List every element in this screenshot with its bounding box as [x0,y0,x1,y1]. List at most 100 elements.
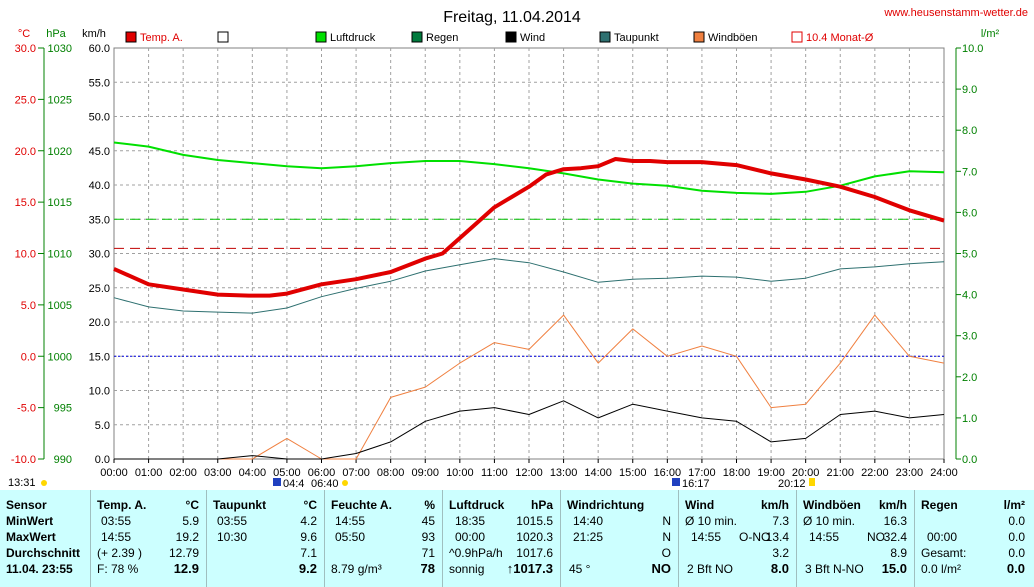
legend-swatch [315,31,327,43]
col-rain: Regen l/m² 00:00 0.0 Gesamt: 0.0 0.0 0.0… [914,490,1031,587]
rain-tick-label: 7.0 [962,166,977,178]
gust-max-direction: NO [867,530,885,544]
dewpoint-line [113,258,945,314]
press-header: Luftdruck [449,498,505,512]
wind-unit-label: km/h [82,28,106,40]
legend-label: Taupunkt [614,32,659,44]
legend-label: Temp. A. [140,32,183,44]
series-layer [113,141,945,460]
time-tick-label: 11:00 [481,467,508,479]
time-tick-label: 17:00 [688,467,716,479]
legend-item: Windböen [693,31,758,44]
pressure-line [113,141,945,195]
time-tick-label: 16:00 [654,467,682,479]
wind-tick-label: 25.0 [89,283,110,295]
site-link[interactable]: www.heusenstamm-wetter.de [883,7,1028,19]
temp-current-value: 12.9 [173,561,199,576]
rain-header: Regen [921,498,958,512]
wdir-avg-value: O [661,546,671,560]
wind-tick-label: 50.0 [89,112,110,124]
noon-icon [672,478,680,486]
rain-current-value: 0.0 [1006,561,1025,576]
row-max-label: MaxWert [6,530,56,544]
legend: Temp. A. Luftdruck Regen Wind Taupunkt Windbö… [125,31,874,44]
temp-tick-label: -10.0 [11,454,36,466]
row-current-date: 11.04. 23:55 [6,562,73,576]
time-tick-label: 23:00 [896,467,924,479]
time-tick-label: 14:00 [584,467,612,479]
dew-current-value: 9.2 [298,561,317,576]
chart-title: Freitag, 11.04.2014 [443,9,581,26]
left-time-label: 13:31 [8,477,36,489]
temp-header: Temp. A. [97,498,147,512]
rain-total-value: 0.0 [1008,546,1025,560]
legend-item: Temp. A. [125,31,183,44]
sensor-header: Sensor [6,498,47,512]
rain-tick-label: 9.0 [962,84,977,96]
weather-chart: Freitag, 11.04.2014 www.heusenstamm-wett… [8,7,1028,490]
col-gust: Windböen km/h Ø 10 min. 16.3 14:55 NO 32… [796,490,913,587]
legend-label: Wind [520,32,545,44]
time-tick-label: 19:00 [757,467,785,479]
col-dewpoint: Taupunkt °C 03:55 4.2 10:30 9.6 7.1 9.2 [206,490,323,587]
time-tick-label: 02:00 [169,467,197,479]
wind-tick-label: 45.0 [89,146,110,158]
pressure-tick-label: 1000 [48,351,72,363]
wind-tick-label: 30.0 [89,249,110,261]
pressure-tick-label: 1015 [48,197,72,209]
legend-item: Regen [411,31,458,44]
wind-tick-label: 0.0 [95,454,110,466]
pressure-tick-label: 1010 [48,249,72,261]
pressure-tick-label: 1020 [48,146,72,158]
wind-max-value: 13.4 [765,530,789,544]
pressure-tick-label: 1025 [48,94,72,106]
time-tick-label: 21:00 [826,467,854,479]
stats-table: Sensor MinWert MaxWert Durchschnitt 11.0… [0,490,1034,587]
temp-unit: °C [185,498,199,512]
hum-header: Feuchte A. [331,498,392,512]
temp-tick-label: 20.0 [15,146,36,158]
hum-max-value: 93 [421,530,435,544]
row-avg-label: Durchschnitt [6,546,81,560]
legend-item: 10.4 Monat-Ø [791,31,874,44]
pressure-tick-label: 990 [54,454,72,466]
wind-header: Wind [685,498,715,512]
temp-min-time: 03:55 [101,514,132,528]
pressure-unit-label: hPa [46,28,66,40]
hum-current-value: 78 [420,561,435,576]
col-wind: Wind km/h Ø 10 min. 7.3 14:55 O-NO 13.4 … [678,490,795,587]
gust-max-value: 32.4 [883,530,907,544]
wind-tick-label: 15.0 [89,351,110,363]
wdir-min-value: N [662,514,671,528]
time-tick-label: 04:00 [239,467,267,479]
gust-unit: km/h [878,498,907,512]
temp-tick-label: -5.0 [17,403,36,415]
col-temp: Temp. A. °C 03:55 5.9 14:55 19.2 (+ 2.39… [90,490,205,587]
hum-avg-value: 71 [421,546,435,560]
temp-unit-label: °C [18,28,30,40]
rain-tick-label: 10.0 [962,43,983,55]
dawn-label: 06:40 [311,478,339,490]
press-current-value: ↑1017.3 [506,561,553,576]
time-tick-label: 20:00 [792,467,820,479]
press-min-value: 1015.5 [516,514,553,528]
time-tick-label: 00:00 [100,467,128,479]
time-tick-label: 08:00 [377,467,405,479]
gust-avg10-label: Ø 10 min. [803,514,856,528]
sun-dot [41,480,47,486]
wdir-current-value: NO [651,561,672,576]
sunset-label: 20:12 [778,478,806,490]
gust-avg10-value: 16.3 [883,514,907,528]
time-tick-label: 07:00 [342,467,370,479]
temp-humidity: F: 78 % [97,562,139,576]
pressure-tick-label: 995 [54,403,72,415]
temp-tick-label: 5.0 [21,300,36,312]
time-tick-label: 01:00 [135,467,163,479]
wdir-header: Windrichtung [567,498,645,512]
col-wind-direction: Windrichtung 14:40 N 21:25 N O 45 ° NO [560,490,677,587]
temp-max-value: 19.2 [175,530,199,544]
wind-tick-label: 20.0 [89,317,110,329]
rain-current-label: 0.0 l/m² [921,562,962,576]
time-markers: 13:31 04:4 06:40 16:17 20:12 [8,477,815,490]
